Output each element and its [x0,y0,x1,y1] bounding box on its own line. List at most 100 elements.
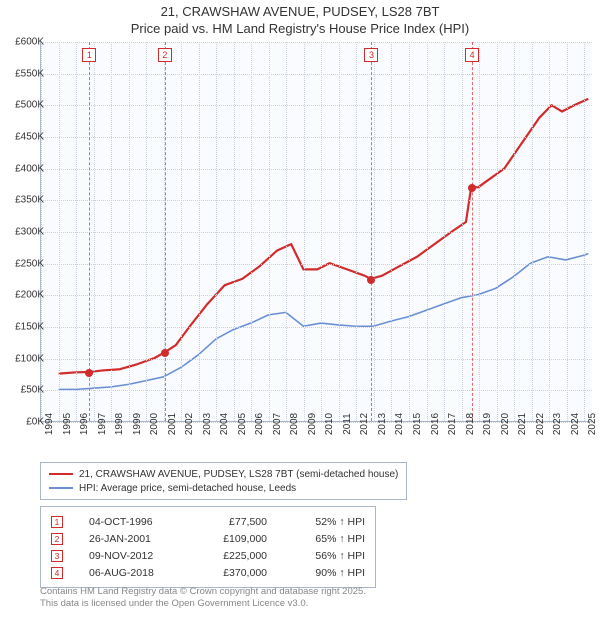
gridline-v [514,42,515,421]
sales-row: 4 06-AUG-2018 £370,000 90% ↑ HPI [51,564,365,581]
gridline-v [129,42,130,421]
footer-line-1: Contains HM Land Registry data © Crown c… [40,586,366,598]
x-axis-label: 1995 [62,413,73,435]
gridline-v [59,42,60,421]
x-axis-label: 1998 [114,413,125,435]
x-axis-label: 2018 [465,413,476,435]
gridline-v [567,42,568,421]
x-axis-label: 2025 [587,413,598,435]
x-axis-label: 2004 [219,413,230,435]
legend-swatch [49,487,73,489]
sales-row: 226-JAN-2001£109,00065% ↑ HPI [51,530,365,547]
y-axis-label: £150K [4,322,44,333]
x-axis-label: 2009 [307,413,318,435]
gridline-v [374,42,375,421]
x-axis-label: 1994 [44,413,55,435]
gridline-v [549,42,550,421]
sale-point-icon [161,349,169,357]
legend-box: 21, CRAWSHAW AVENUE, PUDSEY, LS28 7BT (s… [40,462,407,500]
x-axis-label: 2020 [500,413,511,435]
y-axis-label: £550K [4,68,44,79]
gridline-h [41,200,592,201]
y-axis-label: £0K [4,417,44,428]
x-axis-label: 2011 [342,413,353,435]
x-axis-label: 2021 [517,413,528,435]
sales-row-pct: 52% ↑ HPI [285,516,365,528]
gridline-v [286,42,287,421]
footer-attribution: Contains HM Land Registry data © Crown c… [40,586,366,611]
chart-plot-area: 1 2 3 4 [40,42,592,422]
title-line-2: Price paid vs. HM Land Registry's House … [0,21,600,38]
sales-row-pct: 90% ↑ HPI [285,567,365,579]
series-line [59,99,589,374]
sales-table: 104-OCT-1996£77,50052% ↑ HPI226-JAN-2001… [40,506,376,588]
x-axis-label: 2012 [359,413,370,435]
chart-container: 21, CRAWSHAW AVENUE, PUDSEY, LS28 7BT Pr… [0,0,600,620]
gridline-v [76,42,77,421]
gridline-v [251,42,252,421]
gridline-v [269,42,270,421]
x-axis-label: 2002 [184,413,195,435]
legend-item: HPI: Average price, semi-detached house,… [49,481,398,495]
x-axis-label: 2010 [324,413,335,435]
y-axis-label: £600K [4,37,44,48]
legend-label: 21, CRAWSHAW AVENUE, PUDSEY, LS28 7BT (s… [79,469,398,480]
sales-row-price: £77,500 [197,516,267,528]
y-axis-label: £200K [4,290,44,301]
x-axis-label: 2006 [254,413,265,435]
sales-row-date: 09-NOV-2012 [89,550,179,562]
sale-point-icon [367,276,375,284]
y-axis-label: £400K [4,163,44,174]
gridline-v [497,42,498,421]
gridline-h [41,137,592,138]
sales-row-date: 06-AUG-2018 [89,567,179,579]
sales-row-price: £370,000 [197,567,267,579]
gridline-h [41,264,592,265]
gridline-h [41,359,592,360]
sale-point-icon [85,369,93,377]
sales-row: 104-OCT-1996£77,50052% ↑ HPI [51,513,365,530]
sales-row-number: 3 [51,550,63,562]
x-axis-label: 1996 [79,413,90,435]
gridline-v [462,42,463,421]
gridline-v [199,42,200,421]
x-axis-label: 2017 [447,413,458,435]
x-axis-label: 2022 [535,413,546,435]
x-axis-label: 2019 [482,413,493,435]
gridline-v [111,42,112,421]
x-axis-label: 2008 [289,413,300,435]
y-axis-label: £500K [4,100,44,111]
sales-row-date: 04-OCT-1996 [89,516,179,528]
x-axis-label: 2005 [237,413,248,435]
x-axis-label: 2014 [394,413,405,435]
y-axis-label: £450K [4,132,44,143]
gridline-v [94,42,95,421]
y-axis-label: £300K [4,227,44,238]
gridline-v [216,42,217,421]
sale-marker-box: 2 [158,48,172,62]
sales-row-number: 2 [51,533,63,545]
sale-marker-line [371,42,372,421]
sale-marker-line [89,42,90,421]
title-line-1: 21, CRAWSHAW AVENUE, PUDSEY, LS28 7BT [0,4,600,21]
gridline-v [181,42,182,421]
gridline-v [391,42,392,421]
gridline-v [339,42,340,421]
sale-marker-line [165,42,166,421]
sale-marker-box: 4 [465,48,479,62]
sale-marker-box: 1 [82,48,96,62]
sales-row-number: 4 [51,567,63,579]
sales-row-pct: 56% ↑ HPI [285,550,365,562]
footer-line-2: This data is licensed under the Open Gov… [40,598,366,610]
gridline-v [427,42,428,421]
y-axis-label: £250K [4,258,44,269]
gridline-v [356,42,357,421]
x-axis-label: 2013 [377,413,388,435]
gridline-v [304,42,305,421]
gridline-v [444,42,445,421]
sale-marker-box: 3 [364,48,378,62]
y-axis-label: £50K [4,385,44,396]
x-axis-label: 1997 [97,413,108,435]
x-axis-label: 2000 [149,413,160,435]
gridline-v [234,42,235,421]
